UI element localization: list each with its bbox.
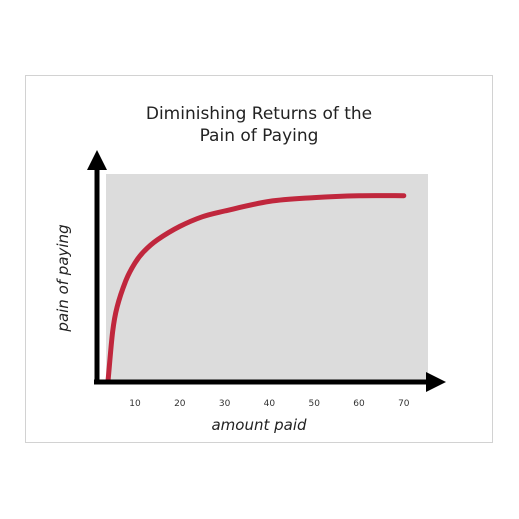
plot-background [106,174,428,382]
x-tick-label: 50 [308,399,320,409]
x-axis-arrow-icon [426,372,446,392]
x-tick-label: 70 [398,399,410,409]
x-tick-label: 30 [219,399,231,409]
chart-title-line-2: Pain of Paying [199,126,319,146]
x-tick-labels: 10 20 30 40 50 60 70 [129,399,410,409]
x-axis-label: amount paid [211,416,307,434]
y-axis-arrow-icon [87,150,107,170]
x-tick-label: 40 [264,399,276,409]
chart-title: Diminishing Returns of the Pain of Payin… [25,103,493,147]
y-axis-label: pain of paying [54,224,72,332]
x-tick-label: 20 [174,399,186,409]
x-tick-label: 60 [353,399,365,409]
series-line [105,193,407,383]
chart-title-line-1: Diminishing Returns of the [145,104,373,124]
x-tick-label: 10 [129,399,141,409]
